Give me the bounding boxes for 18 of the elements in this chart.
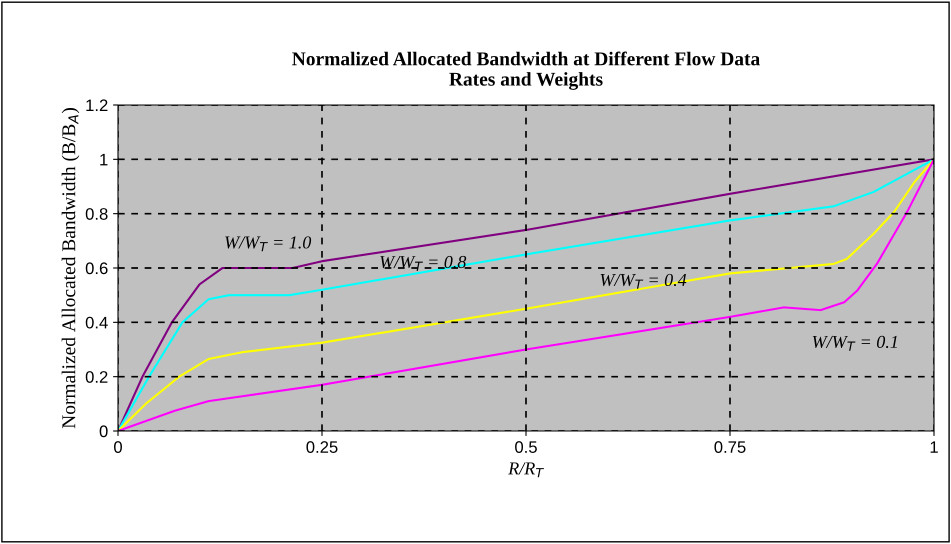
y-tick-label: 0.8 (86, 208, 108, 220)
y-tick-label: 1.2 (86, 99, 108, 112)
y-tick-label: 0.4 (86, 316, 108, 329)
x-tick-label: 0.75 (714, 441, 746, 453)
y-tick-label: 0.6 (86, 262, 108, 274)
x-tick-label: 0.5 (515, 441, 537, 453)
x-tick-label: 1 (930, 441, 938, 453)
y-tick-label: 0 (100, 425, 108, 438)
annotation: W/W$_{T}$ = 0.8 (380, 256, 466, 271)
annotation: W/W$_{T}$ = 0.1 (812, 336, 897, 351)
y-axis-title: Normalized Allocated Bandwidth (B/B$_{A}$) (62, 108, 80, 428)
x-axis-title: R/R$_{T}$ (508, 462, 544, 478)
chart-title: Normalized Allocated Bandwidth at Different Flow Data Rates and Weights (292, 52, 760, 90)
x-tick-label: 0 (114, 441, 122, 453)
x-tick-label: 0.25 (306, 441, 338, 453)
y-tick-label: 1 (100, 154, 108, 166)
annotation: W/W$_{T}$ = 1.0 (225, 236, 312, 252)
y-tick-label: 0.2 (86, 371, 108, 383)
